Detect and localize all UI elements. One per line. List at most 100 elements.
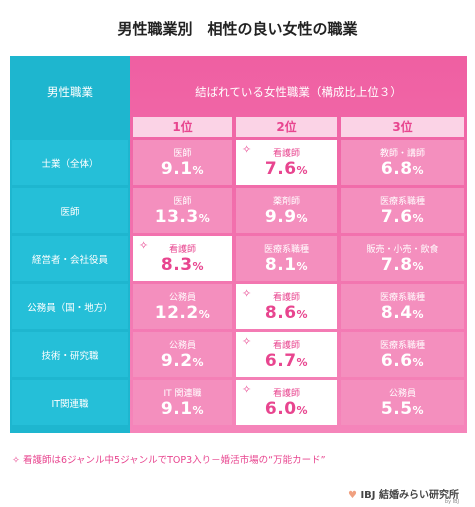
share-unit: % [192, 164, 205, 177]
cell: 医療系職種 8.1% [236, 236, 337, 281]
share: 6.6% [341, 351, 464, 371]
share: 13.3% [133, 207, 232, 227]
row-label: 士業（全体） [12, 140, 128, 185]
row-label: 医師 [12, 188, 128, 233]
job-name: 医療系職種 [379, 341, 425, 351]
job-name: 薬剤師 [272, 197, 300, 207]
cell: ✧ 看護師 7.6% [236, 140, 337, 185]
share-unit: % [412, 260, 425, 273]
share-value: 6.6 [380, 351, 413, 371]
cell: ✧ 看護師 6.0% [236, 380, 337, 425]
share-unit: % [412, 308, 425, 321]
share: 8.3% [133, 255, 232, 275]
share: 8.1% [236, 255, 337, 275]
share: 9.1% [133, 399, 232, 419]
highlight-star: ✧ [242, 143, 252, 156]
share-unit: % [412, 356, 425, 369]
job-name: 医療系職種 [263, 245, 309, 255]
job-name: 看護師 [272, 341, 300, 351]
share: 9.1% [133, 159, 232, 179]
share-unit: % [296, 212, 309, 225]
job-name: 医師 [173, 197, 192, 207]
cell: 医師 13.3% [133, 188, 232, 233]
share-unit: % [192, 356, 205, 369]
share: 8.4% [341, 303, 464, 323]
share-value: 9.2 [160, 351, 193, 371]
share: 8.6% [236, 303, 337, 323]
job-name: 販売・小売・飲食 [366, 245, 439, 255]
share-value: 8.1 [264, 255, 297, 275]
rank-label: 3位 [341, 117, 464, 137]
cell: 公務員 5.5% [341, 380, 464, 425]
highlight-star: ✧ [242, 335, 252, 348]
cell: ✧ 看護師 6.7% [236, 332, 337, 377]
share-value: 12.2 [154, 303, 199, 323]
share-unit: % [412, 164, 425, 177]
share-value: 6.8 [380, 159, 413, 179]
cell: ✧ 看護師 8.6% [236, 284, 337, 329]
share-value: 6.0 [264, 399, 297, 419]
job-name: 公務員 [168, 293, 196, 303]
share-unit: % [412, 404, 425, 417]
job-name: 医療系職種 [379, 293, 425, 303]
share-value: 7.6 [264, 159, 297, 179]
share-value: 9.1 [160, 399, 193, 419]
share: 7.8% [341, 255, 464, 275]
cell: 医療系職種 8.4% [341, 284, 464, 329]
title: 男性職業別 相性の良い女性の職業 [117, 20, 358, 38]
cell: 教師・講師 6.8% [341, 140, 464, 185]
share: 12.2% [133, 303, 232, 323]
rank-label: 2位 [236, 117, 337, 137]
share-unit: % [296, 404, 309, 417]
share-value: 13.3 [154, 207, 199, 227]
share: 6.7% [236, 351, 337, 371]
row-label: IT関連職 [12, 380, 128, 425]
share-unit: % [192, 404, 205, 417]
job-name: 医師 [173, 149, 192, 159]
share-unit: % [198, 308, 211, 321]
job-name: 看護師 [272, 149, 300, 159]
share-unit: % [296, 164, 309, 177]
share: 6.8% [341, 159, 464, 179]
share-value: 9.9 [264, 207, 297, 227]
share-unit: % [296, 308, 309, 321]
job-name: IT 関連職 [163, 389, 202, 399]
cell: 医師 9.1% [133, 140, 232, 185]
cell: IT 関連職 9.1% [133, 380, 232, 425]
row-label: 技術・研究職 [12, 332, 128, 377]
share-value: 6.7 [264, 351, 297, 371]
share: 7.6% [341, 207, 464, 227]
share-value: 8.3 [160, 255, 193, 275]
cell: ✧ 看護師 8.3% [133, 236, 232, 281]
job-name: 公務員 [388, 389, 416, 399]
footnote-text: 看護師は6ジャンル中5ジャンルでTOP3入り－婚活市場の“万能カード” [22, 455, 326, 466]
share: 7.6% [236, 159, 337, 179]
share-unit: % [198, 212, 211, 225]
job-name: 看護師 [168, 245, 196, 255]
job-name: 教師・講師 [379, 149, 425, 159]
share-value: 9.1 [160, 159, 193, 179]
share-value: 8.6 [264, 303, 297, 323]
job-name: 看護師 [272, 389, 300, 399]
share-unit: % [296, 260, 309, 273]
rank-label: 1位 [133, 117, 232, 137]
left-header: 男性職業 [47, 85, 93, 99]
logo-name: IBJ 結婚みらい研究所 [360, 490, 459, 501]
footnote: ✧ 看護師は6ジャンル中5ジャンルでTOP3入り－婚活市場の“万能カード” [12, 455, 326, 466]
share-unit: % [296, 356, 309, 369]
share-unit: % [192, 260, 205, 273]
share-value: 7.6 [380, 207, 413, 227]
share-unit: % [412, 212, 425, 225]
share-value: 5.5 [380, 399, 413, 419]
highlight-star: ✧ [139, 239, 149, 252]
share-value: 7.8 [380, 255, 413, 275]
cell: 公務員 9.2% [133, 332, 232, 377]
logo-sub: by IBJ [444, 499, 459, 505]
share: 9.9% [236, 207, 337, 227]
cell: 販売・小売・飲食 7.8% [341, 236, 464, 281]
share-value: 8.4 [380, 303, 413, 323]
cell: 医療系職種 6.6% [341, 332, 464, 377]
share: 6.0% [236, 399, 337, 419]
cell: 医療系職種 7.6% [341, 188, 464, 233]
